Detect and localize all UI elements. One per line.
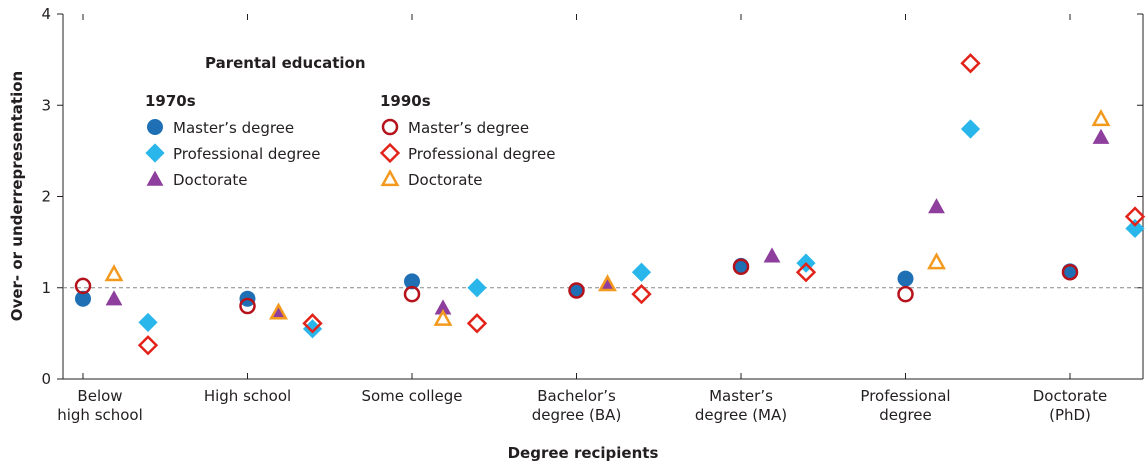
marker-diamond bbox=[138, 312, 158, 333]
y-tick-label: 2 bbox=[41, 188, 51, 206]
marker-diamond bbox=[302, 319, 323, 339]
legend-marker bbox=[381, 118, 399, 136]
x-tick-label-line: Below bbox=[77, 387, 122, 405]
marker-triangle bbox=[269, 302, 288, 320]
marker-diamond bbox=[302, 313, 323, 334]
marker-circle bbox=[75, 290, 91, 307]
marker-triangle bbox=[1091, 109, 1111, 127]
y-tick-label: 0 bbox=[41, 370, 51, 388]
legend-marker bbox=[379, 142, 401, 164]
marker-diamond bbox=[1124, 206, 1146, 227]
x-tick-label-line: Bachelor’s bbox=[537, 387, 616, 405]
x-tick-label: Professional degree bbox=[860, 387, 950, 424]
marker-circle bbox=[568, 282, 585, 299]
x-tick-label: Master’s degree (MA) bbox=[695, 387, 787, 424]
marker-diamond bbox=[467, 278, 487, 298]
legend-marker bbox=[146, 170, 164, 186]
x-tick-label-line: Professional bbox=[860, 387, 950, 405]
marker-diamond bbox=[1125, 218, 1145, 239]
x-tick-label-line: high school bbox=[57, 406, 143, 424]
legend-marker bbox=[380, 169, 400, 187]
marker-circle bbox=[403, 285, 421, 303]
marker-diamond bbox=[466, 313, 488, 334]
x-tick-label-line: Some college bbox=[361, 387, 462, 405]
marker-triangle bbox=[599, 275, 616, 291]
marker-triangle bbox=[1092, 128, 1110, 144]
y-tick-label: 3 bbox=[41, 96, 51, 114]
legend-marker bbox=[145, 143, 165, 163]
marker-triangle bbox=[433, 308, 453, 326]
x-tick-label-line: (PhD) bbox=[1049, 406, 1091, 424]
marker-diamond bbox=[631, 283, 652, 305]
marker-circle bbox=[239, 297, 256, 315]
marker-triangle bbox=[105, 290, 123, 306]
x-tick-label: Bachelor’s degree (BA) bbox=[532, 387, 622, 424]
marker-triangle bbox=[434, 299, 452, 315]
marker-circle bbox=[897, 285, 914, 303]
x-tick-label-line: degree (BA) bbox=[532, 406, 622, 424]
legend-label: Doctorate bbox=[408, 171, 483, 189]
x-tick-label: Doctorate (PhD) bbox=[1033, 387, 1108, 424]
marker-triangle bbox=[104, 264, 124, 282]
legend-group-label: 1970s bbox=[145, 92, 196, 110]
marker-circle bbox=[732, 258, 750, 276]
marker-triangle bbox=[928, 198, 945, 214]
marker-triangle bbox=[763, 247, 781, 263]
legend-label: Professional degree bbox=[408, 145, 555, 163]
x-axis-label: Degree recipients bbox=[508, 444, 659, 462]
marker-triangle bbox=[927, 252, 946, 270]
marker-circle bbox=[74, 277, 92, 295]
marker-triangle bbox=[270, 303, 287, 320]
marker-diamond bbox=[795, 262, 817, 283]
y-tick-label: 1 bbox=[41, 279, 51, 297]
legend-group-label: 1990s bbox=[380, 92, 431, 110]
legend-title: Parental education bbox=[205, 54, 366, 72]
marker-diamond bbox=[631, 262, 652, 282]
x-tick-label-line: Master’s bbox=[709, 387, 773, 405]
legend-marker bbox=[147, 119, 163, 135]
x-tick-label: Some college bbox=[361, 387, 462, 405]
marker-diamond bbox=[960, 119, 981, 139]
marker-circle bbox=[404, 273, 420, 290]
marker-circle bbox=[1061, 263, 1079, 281]
y-tick-label: 4 bbox=[41, 5, 51, 23]
x-tick-label-line: degree bbox=[879, 406, 932, 424]
legend-label: Master’s degree bbox=[173, 119, 294, 137]
marker-circle bbox=[897, 270, 914, 287]
marker-diamond bbox=[960, 53, 981, 74]
marker-circle bbox=[568, 282, 585, 299]
marker-diamond bbox=[137, 335, 159, 356]
x-tick-label-line: High school bbox=[204, 387, 291, 405]
x-tick-label-line: Doctorate bbox=[1033, 387, 1108, 405]
marker-triangle bbox=[598, 274, 617, 292]
legend-label: Master’s degree bbox=[408, 119, 529, 137]
x-tick-label: High school bbox=[204, 387, 291, 405]
y-axis-label: Over- or underrepresentation bbox=[8, 71, 26, 321]
legend-label: Doctorate bbox=[173, 171, 248, 189]
x-tick-label: Below high school bbox=[57, 387, 143, 424]
legend-label: Professional degree bbox=[173, 145, 320, 163]
x-tick-label-line: degree (MA) bbox=[695, 406, 787, 424]
